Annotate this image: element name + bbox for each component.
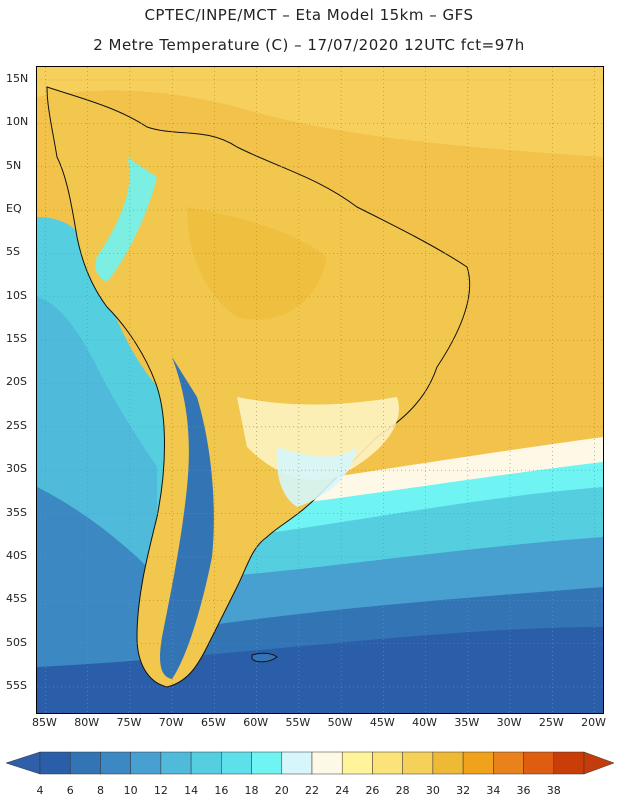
latitude-tick-label: 10N	[6, 115, 29, 129]
colorbar-cell	[221, 751, 252, 775]
colorbar-tick-label: 36	[516, 784, 531, 797]
latitude-tick-label: 40S	[6, 548, 27, 562]
tropical-band	[37, 67, 603, 157]
longitude-tick-label: 80W	[74, 716, 100, 729]
colorbar-cell	[130, 751, 162, 775]
colorbar-cell	[432, 751, 464, 775]
latitude-tick-label: 5N	[6, 158, 22, 172]
latitude-tick-label: 30S	[6, 462, 27, 476]
longitude-tick-label: 65W	[200, 716, 226, 729]
northern-andes-cool	[95, 157, 157, 282]
latitude-tick-label: 5S	[6, 245, 20, 259]
colorbar-tick-label: 24	[335, 784, 350, 797]
longitude-tick-label: 45W	[369, 716, 395, 729]
longitude-tick-label: 35W	[454, 716, 480, 729]
latitude-tick-label: 15N	[6, 72, 29, 85]
colorbar-tick-label: 26	[365, 784, 380, 797]
latitude-tick-label: 45S	[6, 592, 27, 606]
colorbar-cell	[69, 751, 101, 775]
map-panel	[36, 66, 604, 714]
pacific-cold-area	[37, 487, 147, 713]
colorbar-tick-label: 4	[36, 784, 44, 797]
colorbar-tick-label: 16	[214, 784, 229, 797]
colorbar-tick-label: 10	[123, 784, 138, 797]
colorbar-tick-label: 20	[274, 784, 289, 797]
latitude-tick-label: 20S	[6, 375, 27, 389]
colorbar-tick-label: 12	[153, 784, 168, 797]
colorbar-tick-label: 8	[96, 784, 104, 797]
latitude-tick-label: 35S	[6, 505, 27, 519]
longitude-tick-label: 50W	[327, 716, 353, 729]
south-america-land	[46, 86, 471, 688]
latitude-tick-label: 25S	[6, 418, 27, 432]
longitude-tick-label: 20W	[581, 716, 606, 729]
colorbar-cell	[523, 751, 555, 775]
colorbar-tick-label: 18	[244, 784, 259, 797]
colorbar-tick-label: 6	[66, 784, 74, 797]
south-brazil-cool-area	[276, 447, 357, 507]
longitude-tick-label: 75W	[116, 716, 142, 729]
colorbar-tick-label: 22	[305, 784, 319, 797]
southern-ocean-band	[37, 627, 603, 713]
colorbar-cell	[402, 751, 434, 775]
longitude-tick-label: 60W	[243, 716, 269, 729]
falkland-islands	[251, 652, 278, 663]
colorbar-cell	[281, 751, 313, 775]
longitude-tick-label: 30W	[496, 716, 522, 729]
southern-andes-cold	[160, 357, 214, 679]
central-warm-area	[187, 207, 327, 320]
longitude-tick-label: 70W	[158, 716, 184, 729]
longitude-tick-label: 25W	[538, 716, 564, 729]
longitude-tick-label: 85W	[32, 716, 57, 729]
colorbar-tick-label: 38	[546, 784, 561, 797]
color-legend	[5, 751, 615, 775]
longitude-tick-label: 55W	[285, 716, 311, 729]
colorbar-tick-label: 32	[456, 784, 471, 797]
colorbar-cell	[100, 751, 131, 775]
colorbar-low-arrow	[5, 751, 41, 775]
map-title: CPTEC/INPE/MCT – Eta Model 15km – GFS	[144, 6, 474, 24]
colorbar-cell	[372, 751, 403, 775]
colorbar-cell	[251, 751, 283, 775]
latitude-tick-label: 10S	[6, 288, 27, 302]
colorbar-tick-label: 34	[486, 784, 501, 797]
colorbar-cell	[553, 751, 585, 775]
colorbar-cell	[39, 751, 71, 775]
latitude-tick-label: 15S	[6, 332, 27, 346]
latitude-tick-label: EQ	[6, 202, 22, 216]
temperature-map	[37, 67, 603, 713]
latitude-tick-label: 50S	[6, 635, 27, 649]
latitude-tick-label: 55S	[6, 678, 27, 692]
colorbar-cell	[493, 751, 524, 775]
colorbar-tick-label: 14	[184, 784, 199, 797]
colorbar-tick-label: 30	[425, 784, 440, 797]
longitude-tick-label: 40W	[412, 716, 438, 729]
colorbar-cell	[341, 751, 373, 775]
map-subtitle: 2 Metre Temperature (C) – 17/07/2020 12U…	[93, 36, 525, 54]
colorbar-high-arrow	[583, 751, 615, 775]
colorbar-cell	[160, 751, 192, 775]
colorbar-cell	[462, 751, 494, 775]
colorbar-tick-label: 28	[395, 784, 410, 797]
colorbar-cell	[190, 751, 222, 775]
colorbar-cell	[311, 751, 343, 775]
